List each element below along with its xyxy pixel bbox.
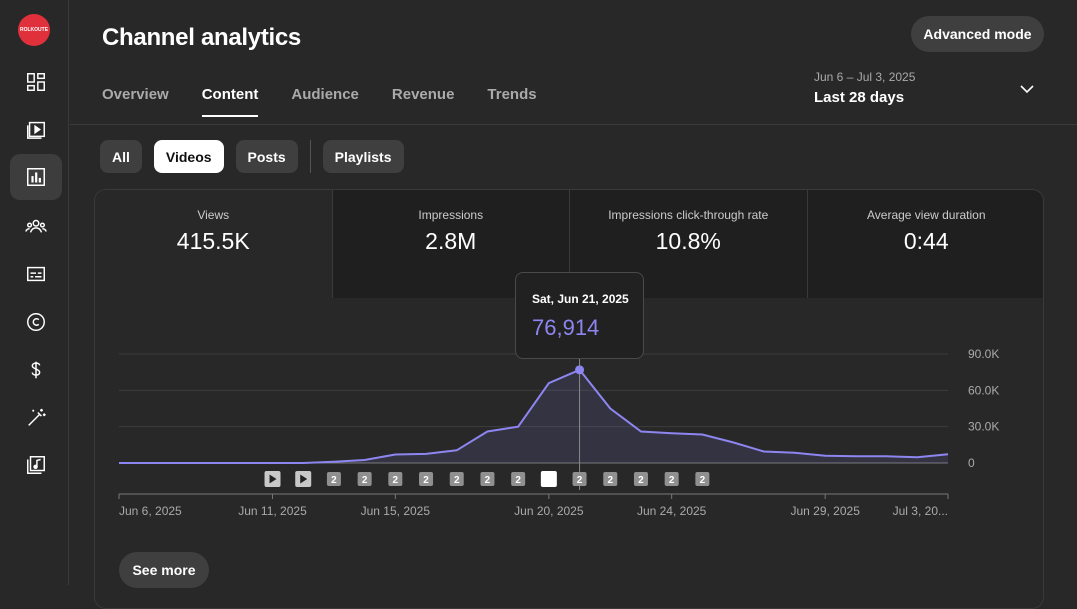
metric-label: Average view duration	[866, 208, 986, 222]
metric-label: Impressions	[418, 208, 484, 222]
tab-trends[interactable]: Trends	[487, 86, 537, 103]
y-tick-label: 30.0K	[968, 420, 999, 434]
count-marker	[326, 472, 341, 486]
tab-content[interactable]: Content	[201, 86, 258, 117]
metric-value: 2.8M	[425, 228, 477, 254]
play-icon	[269, 474, 277, 484]
channel-logo-text: ROLKOUTE	[19, 27, 49, 33]
metric-avg-view-duration[interactable]: Average view duration 0:44	[807, 190, 1043, 298]
count-marker-label: 2	[669, 475, 675, 486]
chip-playlists[interactable]: Playlists	[322, 140, 404, 173]
metric-tabs: Views 415.5K Impressions 2.8M Impression…	[95, 190, 1043, 298]
community-icon	[25, 219, 47, 233]
subtitles-icon	[27, 266, 45, 282]
count-marker-label: 2	[700, 475, 706, 486]
sidebar-item-content[interactable]	[10, 106, 62, 152]
sidebar-item-subtitles[interactable]	[10, 251, 62, 297]
y-tick-label: 90.0K	[968, 347, 999, 361]
count-marker	[480, 472, 495, 486]
tabs-divider	[70, 124, 1077, 125]
chart-tooltip: Sat, Jun 21, 2025 76,914	[515, 272, 644, 359]
date-range-picker[interactable]: Jun 6 – Jul 3, 2025 Last 28 days	[814, 70, 915, 106]
date-range-label: Last 28 days	[814, 89, 905, 106]
tab-overview[interactable]: Overview	[102, 86, 169, 103]
date-range-dates: Jun 6 – Jul 3, 2025	[814, 70, 916, 84]
page-title: Channel analytics	[102, 24, 301, 51]
metric-value: 0:44	[903, 228, 949, 254]
series-area	[119, 369, 948, 463]
count-marker-label: 2	[423, 475, 429, 486]
count-marker	[633, 472, 648, 486]
y-tick-label: 0	[968, 456, 975, 470]
count-marker	[664, 472, 679, 486]
analytics-tabs: Overview Content Audience Revenue Trends	[102, 86, 570, 117]
sidebar-item-earn[interactable]	[10, 347, 62, 393]
chip-posts[interactable]: Posts	[235, 140, 298, 173]
earn-icon	[31, 361, 41, 379]
audio-library-icon	[27, 456, 45, 474]
play-icon	[300, 474, 308, 484]
count-marker-label: 2	[454, 475, 460, 486]
count-marker-label: 2	[577, 475, 583, 486]
y-tick-label: 60.0K	[968, 383, 999, 397]
sidebar-item-analytics[interactable]	[10, 154, 62, 200]
channel-avatar[interactable]: ROLKOUTE	[18, 14, 50, 46]
metric-label: Impressions click-through rate	[608, 208, 769, 222]
count-marker-label: 2	[638, 475, 644, 486]
x-tick-label: Jun 24, 2025	[637, 504, 707, 518]
sidebar-item-community[interactable]	[10, 203, 62, 249]
see-more-button[interactable]: See more	[119, 552, 209, 588]
tooltip-date: Sat, Jun 21, 2025	[532, 292, 629, 306]
x-tick-label: Jul 3, 20...	[893, 504, 948, 518]
sidebar-item-dashboard[interactable]	[10, 59, 62, 105]
tab-revenue[interactable]: Revenue	[391, 86, 455, 103]
advanced-mode-button[interactable]: Advanced mode	[911, 16, 1044, 52]
content-icon	[27, 121, 45, 139]
count-marker	[603, 472, 618, 486]
count-marker-label: 2	[515, 475, 521, 486]
chip-all[interactable]: All	[100, 140, 142, 173]
left-sidebar: ROLKOUTE	[0, 0, 69, 585]
series-line	[119, 368, 949, 464]
analytics-icon	[27, 168, 45, 186]
count-marker	[388, 472, 403, 486]
x-tick-label: Jun 15, 2025	[361, 504, 431, 518]
sidebar-item-copyright[interactable]	[10, 299, 62, 345]
count-marker	[449, 472, 464, 486]
chip-videos[interactable]: Videos	[153, 140, 224, 173]
count-marker	[695, 472, 710, 486]
chip-divider	[309, 140, 311, 173]
sidebar-item-customization[interactable]	[10, 395, 62, 441]
metric-views[interactable]: Views 415.5K	[95, 190, 333, 298]
metric-value: 10.8%	[655, 228, 721, 254]
metric-value: 415.5K	[176, 228, 250, 254]
count-marker-label: 2	[362, 475, 368, 486]
chevron-down-icon[interactable]	[1019, 82, 1035, 96]
metric-label: Views	[197, 208, 230, 222]
x-tick-label: Jun 11, 2025	[238, 504, 307, 518]
count-marker	[511, 472, 526, 486]
dashboard-icon	[27, 73, 45, 91]
x-tick-label: Jun 29, 2025	[790, 504, 860, 518]
highlight-point	[575, 365, 585, 375]
x-tick-label: Jun 20, 2025	[514, 504, 584, 518]
content-type-chips: All Videos Posts Playlists	[100, 140, 416, 173]
count-marker-label: 2	[393, 475, 399, 486]
analytics-card: Views 415.5K Impressions 2.8M Impression…	[94, 189, 1044, 609]
customization-icon	[28, 408, 46, 426]
count-marker-label: 2	[607, 475, 613, 486]
count-marker	[357, 472, 372, 486]
copyright-icon	[27, 313, 45, 331]
count-marker-label: 2	[485, 475, 491, 486]
count-marker	[572, 472, 587, 486]
tab-audience[interactable]: Audience	[291, 86, 359, 103]
count-marker-label: 2	[331, 475, 337, 486]
x-tick-label: Jun 6, 2025	[119, 504, 182, 518]
sidebar-item-audio-library[interactable]	[10, 442, 62, 488]
count-marker	[419, 472, 434, 486]
selected-marker	[540, 471, 557, 487]
views-chart[interactable]: 90.0K 60.0K 30.0K 0 2 2 2 2 2 2 2 2 2 2 2 2 Jun 6, 2025 J…	[0, 0, 1077, 585]
tooltip-value: 76,914	[532, 315, 600, 340]
